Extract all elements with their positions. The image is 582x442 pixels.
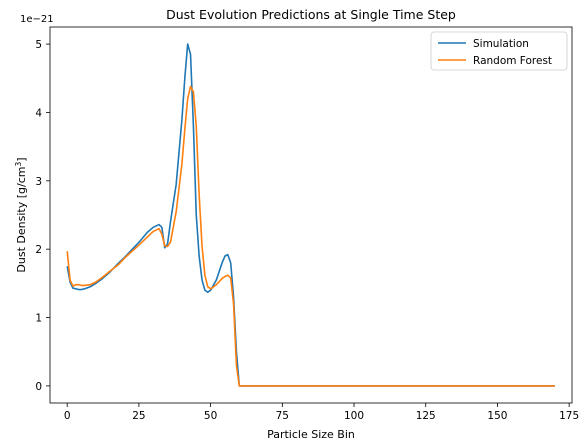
- y-axis-label-close: ]: [15, 157, 28, 161]
- legend-label-random-forest: Random Forest: [473, 55, 552, 67]
- x-tick-label: 100: [344, 410, 364, 422]
- x-tick-label: 25: [132, 410, 145, 422]
- x-tick-label: 125: [416, 410, 436, 422]
- x-tick-label: 50: [204, 410, 217, 422]
- x-axis-ticks: 0 25 50 75 100 125 150 175: [64, 403, 579, 422]
- series-line-random-forest: [66, 85, 555, 387]
- x-tick-label: 150: [487, 410, 507, 422]
- chart-title: Dust Evolution Predictions at Single Tim…: [166, 7, 456, 22]
- legend-label-simulation: Simulation: [473, 38, 529, 50]
- y-axis-label-sup: 3: [14, 162, 23, 167]
- series-lines: [66, 43, 555, 387]
- y-tick-label: 4: [35, 107, 42, 119]
- x-axis-label: Particle Size Bin: [267, 428, 355, 441]
- x-tick-label: 175: [559, 410, 579, 422]
- plot-area: 0 25 50 75 100 125 150 175 0 1 2 3 4 5: [35, 26, 579, 422]
- y-axis-multiplier: 1e−21: [20, 14, 54, 25]
- y-axis-label-main: Dust Density [g/cm: [15, 167, 28, 273]
- y-axis-ticks: 0 1 2 3 4 5: [35, 39, 50, 393]
- y-axis-label: Dust Density [g/cm3]: [14, 157, 28, 272]
- y-tick-label: 2: [35, 244, 42, 256]
- x-tick-label: 0: [64, 410, 71, 422]
- y-tick-label: 0: [35, 381, 42, 393]
- y-tick-label: 3: [35, 176, 42, 188]
- y-tick-label: 5: [35, 39, 42, 51]
- plot-frame: [49, 26, 573, 404]
- legend: Simulation Random Forest: [430, 31, 568, 71]
- x-tick-label: 75: [276, 410, 289, 422]
- y-tick-label: 1: [35, 313, 42, 325]
- series-line-simulation: [66, 43, 555, 387]
